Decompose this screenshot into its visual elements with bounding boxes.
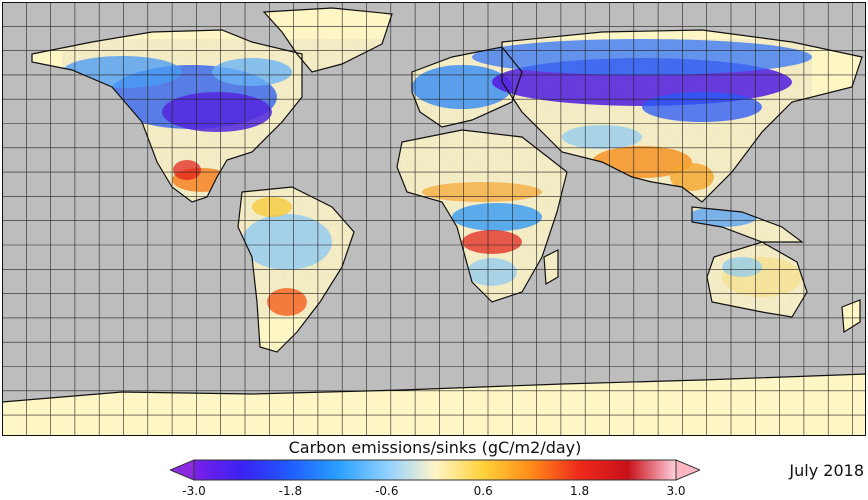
colorbar-title: Carbon emissions/sinks (gC/m2/day) — [288, 438, 582, 457]
map-border — [2, 2, 866, 436]
colorbar-tick-label: 1.8 — [570, 484, 590, 498]
colorbar-tick-label: -1.8 — [278, 484, 303, 498]
colorbar-tick-label: -3.0 — [182, 484, 206, 498]
colorbar-gradient — [193, 459, 677, 481]
colorbar-tick-label: -0.6 — [375, 484, 399, 498]
date-label: July 2018 — [789, 461, 864, 480]
colorbar-under-arrow — [170, 459, 195, 481]
colorbar — [170, 459, 700, 481]
coastlines — [2, 7, 866, 403]
colorbar-over-arrow — [675, 459, 700, 481]
map-canvas — [2, 2, 866, 436]
colorbar-tick-label: 3.0 — [666, 484, 686, 498]
graticule — [2, 2, 866, 436]
world-map — [2, 2, 866, 436]
colorbar-tick-label: 0.6 — [473, 484, 493, 498]
